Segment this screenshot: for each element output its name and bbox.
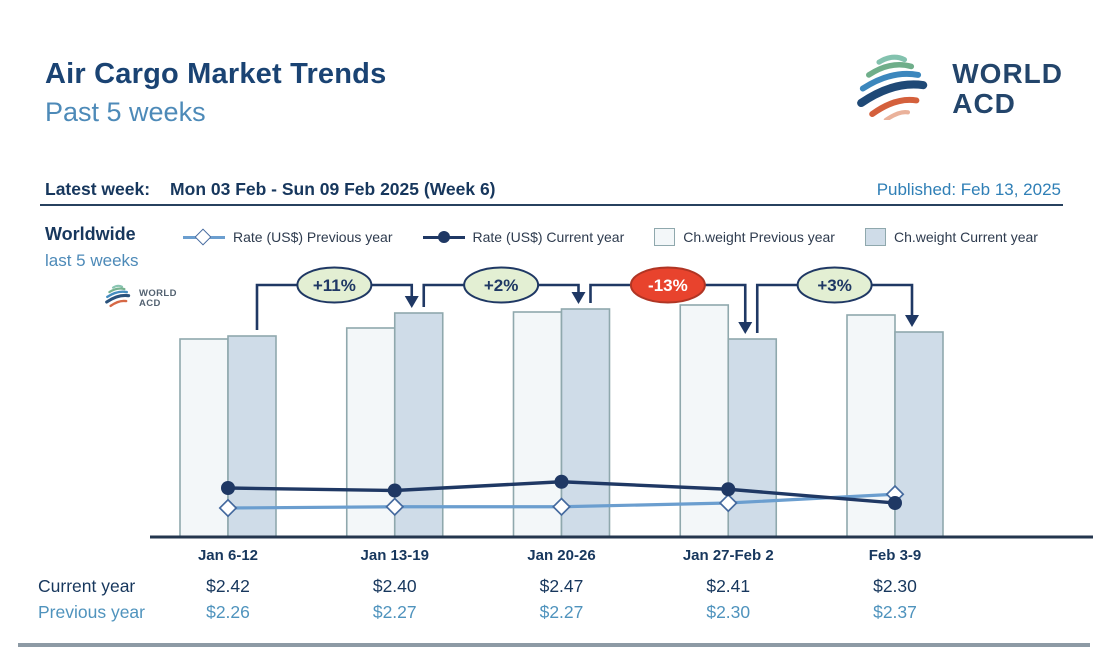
arrow-down-icon bbox=[571, 292, 586, 304]
legend-item-box-prev: Ch.weight Previous year bbox=[654, 228, 835, 246]
change-badge-4 bbox=[796, 266, 873, 304]
prev-weight-box-icon bbox=[654, 228, 676, 246]
bar-prev-week-3 bbox=[512, 311, 563, 538]
latest-week: Latest week: Mon 03 Feb - Sun 09 Feb 2025… bbox=[45, 179, 496, 200]
marker-circle-week-5 bbox=[888, 496, 902, 510]
change-badge-label: -13% bbox=[648, 276, 688, 295]
bar-curr-week-2 bbox=[393, 312, 444, 538]
page-subtitle: Past 5 weeks bbox=[45, 97, 206, 127]
brand-logo: WORLD ACD bbox=[852, 52, 1063, 125]
region-label: Worldwide bbox=[45, 224, 136, 244]
bar-curr-week-3 bbox=[560, 308, 611, 538]
watermark-word-world: WORLD bbox=[139, 287, 177, 299]
table-value-week-2: $2.40 bbox=[372, 576, 417, 596]
table-value-week-5: $2.30 bbox=[873, 576, 917, 596]
period-label: last 5 weeks bbox=[45, 251, 139, 270]
logo-globe-icon bbox=[852, 52, 940, 125]
change-badge-3 bbox=[629, 266, 706, 304]
legend-item-box-curr: Ch.weight Current year bbox=[864, 228, 1038, 246]
arrow-down-icon bbox=[905, 315, 919, 327]
arrow-down-icon bbox=[738, 322, 753, 334]
change-badge-label: +3% bbox=[817, 276, 852, 295]
marker-circle-week-4 bbox=[721, 482, 736, 497]
page-title: Air Cargo Market Trends bbox=[45, 58, 387, 90]
change-badge-label: +2% bbox=[484, 276, 519, 295]
table-row-label: Current year bbox=[38, 576, 136, 596]
bar-curr-week-4 bbox=[727, 338, 778, 538]
marker-diamond-week-4 bbox=[718, 493, 738, 513]
table-value-week-2: $2.27 bbox=[372, 602, 417, 622]
legend-item-line-circle: Rate (US$) Current year bbox=[422, 229, 625, 245]
table-value-week-1: $2.42 bbox=[206, 576, 250, 596]
published-date: Published: Feb 13, 2025 bbox=[876, 180, 1061, 199]
brand-word-world: WORLD bbox=[952, 57, 1063, 89]
watermark-logo: WORLD ACD bbox=[104, 284, 177, 313]
marker-circle-week-3 bbox=[554, 474, 569, 489]
curr-rate-line-icon bbox=[422, 230, 465, 244]
legend-label: Ch.weight Previous year bbox=[683, 229, 835, 245]
bottom-divider bbox=[18, 643, 1090, 647]
marker-circle-week-1 bbox=[221, 481, 235, 495]
header-divider bbox=[40, 204, 1063, 206]
watermark-globe-icon bbox=[104, 284, 134, 313]
legend-item-line-diamond: Rate (US$) Previous year bbox=[183, 228, 393, 246]
x-axis-label-week-2: Jan 13-19 bbox=[361, 547, 429, 564]
x-axis-label-week-5: Feb 3-9 bbox=[869, 547, 922, 564]
watermark-word-acd: ACD bbox=[139, 297, 161, 309]
x-axis-label-week-3: Jan 20-26 bbox=[527, 547, 595, 564]
chart-legend: Rate (US$) Previous year Rate (US$) Curre… bbox=[183, 228, 1038, 246]
latest-week-label: Latest week: bbox=[45, 179, 151, 199]
bar-curr-week-1 bbox=[227, 335, 277, 538]
marker-circle-week-2 bbox=[387, 483, 402, 498]
legend-label: Ch.weight Current year bbox=[893, 229, 1038, 245]
table-value-week-4: $2.41 bbox=[706, 576, 751, 596]
x-axis-label-week-1: Jan 6-12 bbox=[198, 547, 258, 564]
x-axis-label-week-4: Jan 27-Feb 2 bbox=[683, 547, 774, 564]
table-value-week-4: $2.30 bbox=[706, 602, 751, 622]
latest-week-value: Mon 03 Feb - Sun 09 Feb 2025 (Week 6) bbox=[170, 179, 496, 199]
table-row-previous-year: Previous year $2.26 $2.27 $2.27 $2.30 $2.37 bbox=[0, 602, 1107, 626]
marker-diamond-week-1 bbox=[218, 498, 238, 518]
prev-rate-line-icon bbox=[183, 228, 225, 246]
watermark-text: WORLD ACD bbox=[139, 287, 177, 309]
table-row-current-year: Current year $2.42 $2.40 $2.47 $2.41 $2.30 bbox=[0, 576, 1107, 600]
bar-curr-week-5 bbox=[894, 331, 944, 538]
legend-label: Rate (US$) Previous year bbox=[233, 229, 393, 245]
marker-diamond-week-2 bbox=[385, 497, 405, 517]
table-value-week-3: $2.47 bbox=[539, 576, 584, 596]
curr-weight-box-icon bbox=[864, 228, 886, 246]
trend-chart: +11% +2% -13% +3% Jan 6-12 Jan 13-19 Jan 20-26… bbox=[150, 266, 1093, 564]
brand-word-acd: ACD bbox=[952, 87, 1016, 119]
legend-label: Rate (US$) Current year bbox=[472, 229, 625, 245]
brand-wordmark: WORLD ACD bbox=[952, 57, 1063, 119]
table-row-label: Previous year bbox=[38, 602, 145, 622]
arrow-down-icon bbox=[404, 296, 419, 308]
change-badge-1 bbox=[296, 266, 373, 304]
table-value-week-5: $2.37 bbox=[873, 602, 917, 622]
change-badge-2 bbox=[463, 266, 540, 304]
change-badge-label: +11% bbox=[313, 276, 356, 295]
bar-prev-week-1 bbox=[179, 338, 229, 538]
table-value-week-3: $2.27 bbox=[539, 602, 584, 622]
table-value-week-1: $2.26 bbox=[206, 602, 250, 622]
marker-diamond-week-3 bbox=[552, 497, 571, 517]
